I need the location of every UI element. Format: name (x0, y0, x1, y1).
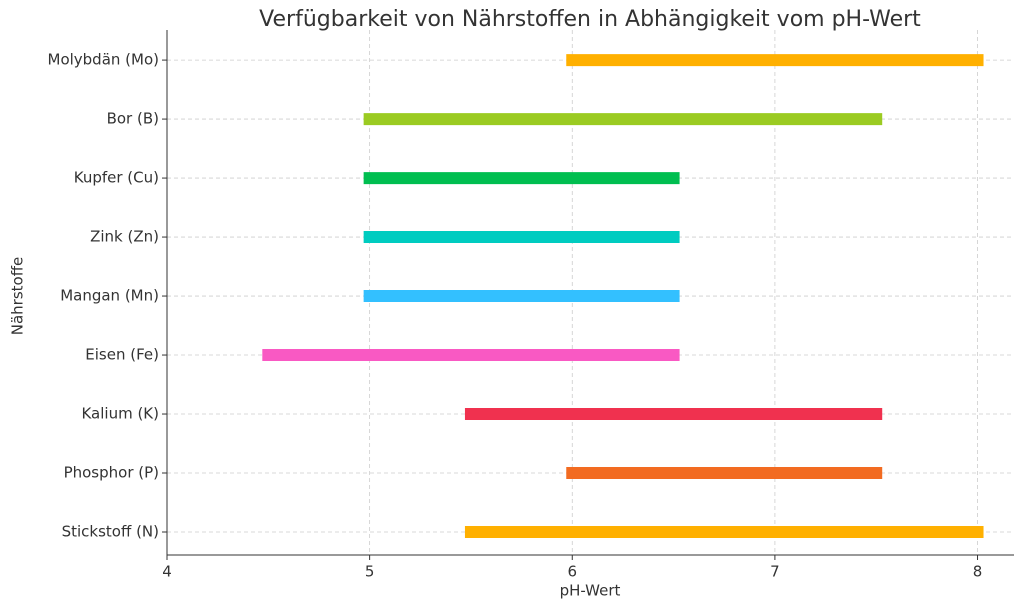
x-axis-label: pH-Wert (560, 582, 621, 600)
y-axis-label: Nährstoffe (9, 257, 27, 336)
y-tick-label: Bor (B) (107, 110, 159, 128)
y-tick-label: Molybdän (Mo) (48, 51, 160, 69)
y-tick-label: Eisen (Fe) (85, 346, 159, 364)
y-tick-label: Kupfer (Cu) (74, 169, 159, 187)
y-tick-label: Zink (Zn) (90, 228, 159, 246)
x-tick-label: 5 (365, 563, 375, 581)
chart-title: Verfügbarkeit von Nährstoffen in Abhängi… (259, 7, 921, 32)
x-tick-label: 7 (770, 563, 780, 581)
y-tick-label: Stickstoff (N) (62, 523, 159, 541)
y-tick-label: Kalium (K) (81, 405, 159, 423)
x-tick-label: 8 (973, 563, 983, 581)
y-tick-label: Mangan (Mn) (60, 287, 159, 305)
y-tick-label: Phosphor (P) (64, 464, 159, 482)
x-tick-label: 4 (162, 563, 172, 581)
x-tick-label: 6 (567, 563, 577, 581)
